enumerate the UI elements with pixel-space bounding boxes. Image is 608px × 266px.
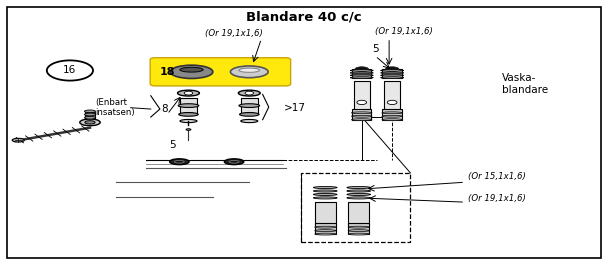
Ellipse shape [170,159,189,165]
Ellipse shape [382,119,402,121]
Ellipse shape [387,100,397,105]
Ellipse shape [381,72,404,74]
Ellipse shape [351,119,372,121]
Bar [382,69,402,78]
Circle shape [47,60,93,81]
Ellipse shape [230,66,268,78]
Ellipse shape [381,70,404,71]
Circle shape [184,91,193,95]
Text: 18: 18 [160,67,175,77]
Text: 5: 5 [169,140,176,150]
Text: Blandare 40 c/c: Blandare 40 c/c [246,11,362,24]
Bar [352,69,371,78]
Ellipse shape [348,230,369,231]
Ellipse shape [350,74,373,76]
Ellipse shape [186,129,191,130]
Ellipse shape [385,67,399,72]
Ellipse shape [170,65,213,78]
Text: (Or 15,1x1,6): (Or 15,1x1,6) [468,172,526,181]
Ellipse shape [350,77,373,78]
Text: Vaska-
blandare: Vaska- blandare [502,73,548,95]
Bar [354,81,370,110]
Ellipse shape [240,113,259,116]
Text: 16: 16 [63,65,77,76]
Ellipse shape [347,193,370,196]
Bar [241,98,258,114]
Ellipse shape [174,160,184,163]
Ellipse shape [241,119,258,123]
Ellipse shape [179,113,198,116]
Ellipse shape [229,160,239,163]
Ellipse shape [357,100,367,105]
Bar [348,223,370,234]
Ellipse shape [382,115,402,117]
Bar [180,98,197,114]
FancyBboxPatch shape [150,58,291,86]
Ellipse shape [314,197,337,199]
Ellipse shape [351,112,372,114]
Ellipse shape [351,115,372,117]
Ellipse shape [85,117,95,119]
Ellipse shape [12,138,24,142]
Bar [382,109,402,120]
Ellipse shape [314,190,337,192]
Ellipse shape [347,197,370,199]
Text: (Or 19,1x1,6): (Or 19,1x1,6) [468,194,526,203]
Ellipse shape [85,113,95,116]
Text: 8: 8 [161,104,168,114]
Bar [301,173,410,242]
Ellipse shape [85,121,95,124]
Ellipse shape [314,193,337,196]
Ellipse shape [315,233,336,235]
Circle shape [245,91,254,95]
Bar [352,109,371,120]
Ellipse shape [238,90,260,96]
Ellipse shape [350,70,373,71]
Ellipse shape [239,68,260,72]
Text: (Enbart
insatsen): (Enbart insatsen) [95,98,136,117]
Ellipse shape [348,233,369,235]
Text: (Or 19,1x1,6): (Or 19,1x1,6) [205,29,263,38]
Ellipse shape [180,119,197,123]
Text: (Or 19,1x1,6): (Or 19,1x1,6) [375,27,434,36]
Ellipse shape [224,159,244,165]
Ellipse shape [239,104,260,107]
Ellipse shape [314,186,337,189]
Text: 5: 5 [372,44,378,54]
Ellipse shape [381,74,404,76]
Ellipse shape [347,186,370,189]
Bar [384,81,400,110]
Ellipse shape [350,72,373,74]
Bar [315,223,336,234]
Ellipse shape [85,110,95,113]
Ellipse shape [178,90,199,96]
Ellipse shape [178,104,199,107]
Bar [85,113,95,119]
Bar [348,202,370,226]
Ellipse shape [347,190,370,192]
Bar [315,202,336,226]
Ellipse shape [315,226,336,228]
Ellipse shape [355,67,368,72]
Ellipse shape [382,112,402,114]
Ellipse shape [381,77,404,78]
Ellipse shape [348,226,369,228]
Ellipse shape [180,67,203,72]
Ellipse shape [80,119,100,126]
Text: >17: >17 [284,103,306,113]
Ellipse shape [315,230,336,231]
